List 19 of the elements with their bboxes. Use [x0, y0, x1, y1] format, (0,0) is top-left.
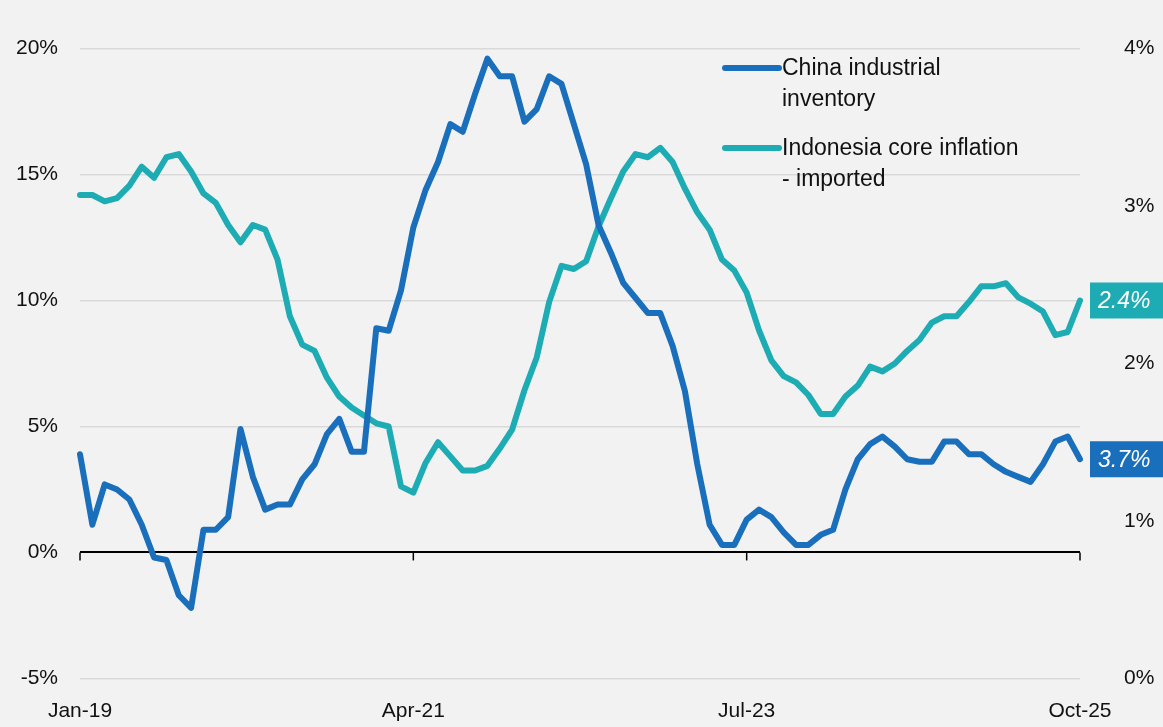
- y-tick-label: 5%: [27, 413, 58, 437]
- y2-tick-label: 0%: [1124, 665, 1155, 689]
- y-tick-label: 20%: [15, 35, 58, 59]
- legend-label: China industrial inventory: [782, 53, 942, 113]
- x-tick-label: Apr-21: [381, 697, 445, 721]
- y2-tick-label: 1%: [1124, 507, 1155, 531]
- y2-tick-label: 2%: [1124, 350, 1155, 374]
- y-tick-label: 15%: [15, 161, 58, 185]
- y-tick-label: 10%: [15, 287, 58, 311]
- y-tick-label: 0%: [27, 539, 58, 563]
- legend-label: Indonesia core inflation - imported: [782, 133, 1020, 193]
- y-tick-label: -5%: [20, 665, 58, 689]
- x-tick-label: Jul-23: [718, 697, 776, 721]
- data-label: 3.7%: [1098, 445, 1151, 472]
- x-tick-label: Jan-19: [47, 697, 113, 721]
- data-label: 2.4%: [1097, 286, 1151, 313]
- y2-tick-label: 4%: [1124, 35, 1155, 59]
- x-tick-label: Oct-25: [1048, 697, 1112, 721]
- y2-tick-label: 3%: [1124, 192, 1155, 216]
